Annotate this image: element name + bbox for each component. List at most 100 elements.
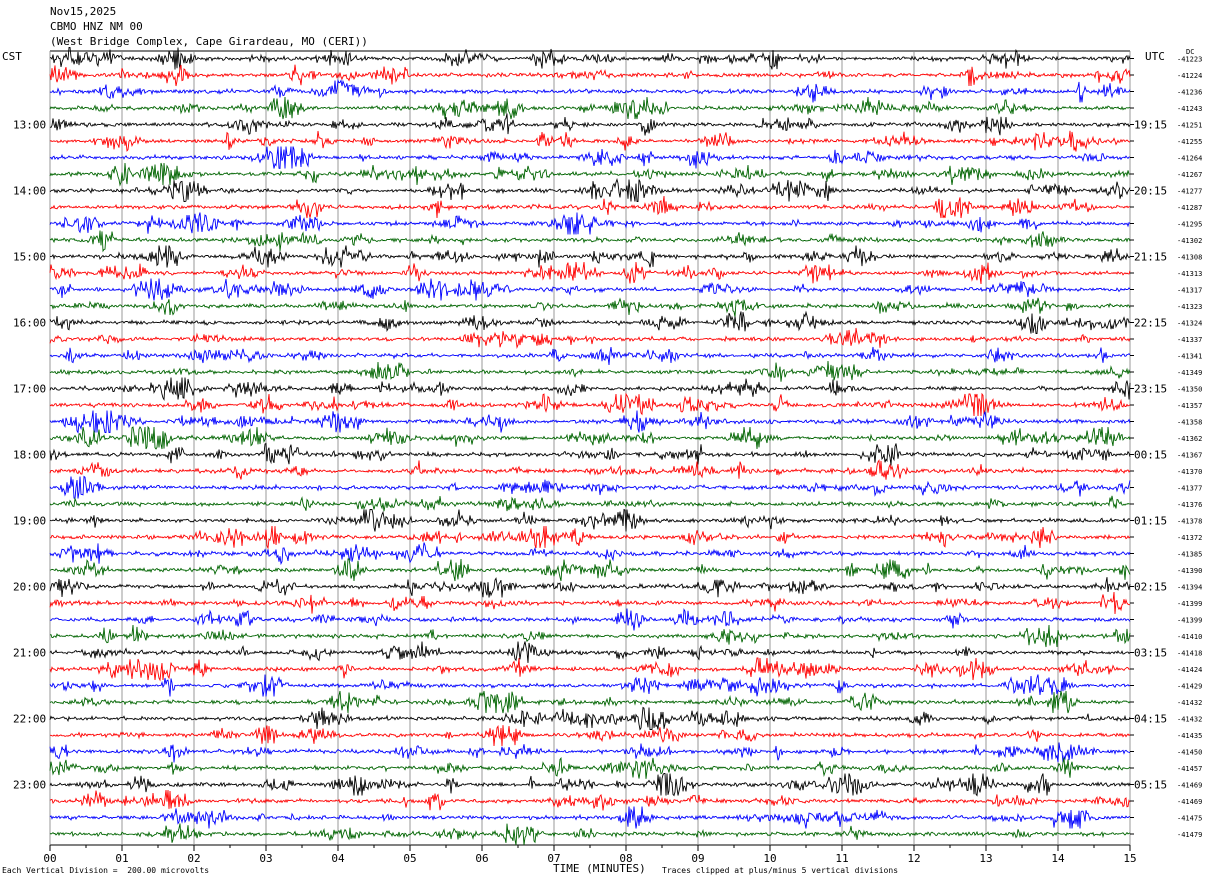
x-axis-title: TIME (MINUTES) bbox=[553, 862, 646, 875]
dc-offset-label: -41243 bbox=[1177, 105, 1202, 113]
x-tick-label: 03 bbox=[259, 852, 272, 865]
trace-line bbox=[49, 542, 1131, 566]
trace-line bbox=[49, 360, 1131, 382]
dc-offset-label: -41399 bbox=[1177, 600, 1202, 608]
header-location: (West Bridge Complex, Cape Girardeau, MO… bbox=[50, 35, 368, 48]
dc-offset-label: -41362 bbox=[1177, 435, 1202, 443]
trace-line bbox=[49, 442, 1131, 466]
x-tick-label: 00 bbox=[43, 852, 56, 865]
trace-line bbox=[49, 113, 1131, 136]
utc-hour-label: 05:15 bbox=[1134, 779, 1167, 792]
trace-line bbox=[49, 162, 1131, 187]
utc-hour-label: 22:15 bbox=[1134, 317, 1167, 330]
x-tick-label: 11 bbox=[835, 852, 848, 865]
trace-line bbox=[49, 96, 1131, 120]
header-date: Nov15,2025 bbox=[50, 5, 117, 18]
dc-offset-label: -41267 bbox=[1177, 171, 1202, 179]
dc-offset-label: -41264 bbox=[1177, 155, 1202, 163]
trace-line bbox=[49, 823, 1131, 846]
dc-offset-label: -41457 bbox=[1177, 765, 1202, 773]
axis-labels: 00 01 02 03 04 05 06 07 08 09 10 11 12 13 14 15 -41223 -4… bbox=[13, 56, 1202, 866]
trace-line bbox=[49, 261, 1131, 285]
trace-line bbox=[49, 508, 1131, 532]
trace-line bbox=[49, 641, 1131, 663]
x-tick-label: 14 bbox=[1051, 852, 1065, 865]
scale-note: Each Vertical Division = 200.00 microvol… bbox=[2, 866, 210, 875]
dc-offset-label: -41469 bbox=[1177, 782, 1202, 790]
dc-offset-label: -41277 bbox=[1177, 188, 1202, 196]
x-tick-label: 04 bbox=[331, 852, 345, 865]
dc-offset-label: -41224 bbox=[1177, 72, 1202, 80]
dc-offset-label: -41390 bbox=[1177, 567, 1202, 575]
dc-offset-label: -41349 bbox=[1177, 369, 1202, 377]
trace-line bbox=[49, 392, 1131, 417]
dc-offset-label: -41385 bbox=[1177, 551, 1202, 559]
trace-line bbox=[49, 425, 1131, 450]
dc-offset-label: -41418 bbox=[1177, 650, 1202, 658]
dc-offset-label: -41255 bbox=[1177, 138, 1202, 146]
dc-offset-label: -41295 bbox=[1177, 221, 1202, 229]
cst-hour-label: 15:00 bbox=[13, 251, 46, 264]
x-tick-label: 15 bbox=[1123, 852, 1136, 865]
trace-line bbox=[49, 195, 1131, 219]
dc-label: DC bbox=[1186, 48, 1195, 56]
cst-hour-label: 16:00 bbox=[13, 317, 46, 330]
dc-offset-label: -41475 bbox=[1177, 815, 1202, 823]
dc-offset-label: -41376 bbox=[1177, 501, 1202, 509]
trace-group bbox=[49, 47, 1131, 846]
dc-offset-label: -41341 bbox=[1177, 353, 1202, 361]
utc-hour-label: 01:15 bbox=[1134, 515, 1167, 528]
trace-line bbox=[50, 245, 1131, 268]
dc-offset-label: -41357 bbox=[1177, 402, 1202, 410]
cst-hour-label: 21:00 bbox=[13, 647, 46, 660]
trace-line bbox=[49, 410, 1131, 434]
dc-offset-label: -41358 bbox=[1177, 419, 1202, 427]
trace-line bbox=[49, 146, 1130, 170]
trace-line bbox=[49, 475, 1131, 500]
trace-line bbox=[49, 310, 1131, 334]
dc-offset-label: -41370 bbox=[1177, 468, 1202, 476]
dc-offset-label: -41372 bbox=[1177, 534, 1202, 542]
dc-offset-label: -41450 bbox=[1177, 749, 1202, 757]
cst-hour-label: 23:00 bbox=[13, 779, 46, 792]
utc-hour-label: 19:15 bbox=[1134, 119, 1167, 132]
dc-offset-label: -41337 bbox=[1177, 336, 1202, 344]
trace-line bbox=[49, 78, 1131, 103]
x-tick-label: 05 bbox=[403, 852, 416, 865]
dc-offset-label: -41302 bbox=[1177, 237, 1202, 245]
trace-line bbox=[49, 624, 1131, 648]
trace-line bbox=[49, 773, 1131, 797]
x-tick-label: 06 bbox=[475, 852, 488, 865]
dc-offset-label: -41432 bbox=[1177, 716, 1202, 724]
utc-hour-label: 21:15 bbox=[1134, 251, 1167, 264]
dc-offset-label: -41324 bbox=[1177, 320, 1202, 328]
trace-line bbox=[49, 806, 1131, 829]
utc-hour-label: 23:15 bbox=[1134, 383, 1167, 396]
dc-offset-label: -41313 bbox=[1177, 270, 1202, 278]
trace-line bbox=[49, 130, 1131, 152]
trace-line bbox=[49, 495, 1131, 512]
x-tick-label: 09 bbox=[691, 852, 704, 865]
trace-line bbox=[49, 212, 1131, 235]
dc-offset-label: -41236 bbox=[1177, 89, 1202, 97]
utc-hour-label: 20:15 bbox=[1134, 185, 1167, 198]
dc-offset-label: -41287 bbox=[1177, 204, 1202, 212]
trace-line bbox=[49, 757, 1131, 779]
dc-offset-label: -41394 bbox=[1177, 584, 1202, 592]
x-tick-label: 13 bbox=[979, 852, 992, 865]
dc-offset-label: -41410 bbox=[1177, 633, 1202, 641]
utc-hour-label: 03:15 bbox=[1134, 647, 1167, 660]
trace-line bbox=[49, 177, 1131, 202]
trace-line bbox=[49, 789, 1131, 811]
dc-offset-label: -41223 bbox=[1177, 56, 1202, 64]
trace-line bbox=[49, 558, 1131, 582]
cst-hour-label: 20:00 bbox=[13, 581, 46, 594]
trace-line bbox=[49, 230, 1131, 253]
trace-line bbox=[49, 377, 1131, 401]
cst-hour-label: 17:00 bbox=[13, 383, 46, 396]
header-station: CBMO HNZ NM 00 bbox=[50, 20, 143, 33]
trace-line bbox=[49, 327, 1131, 349]
dc-offset-label: -41251 bbox=[1177, 122, 1202, 130]
right-timezone-label: UTC bbox=[1145, 50, 1165, 63]
